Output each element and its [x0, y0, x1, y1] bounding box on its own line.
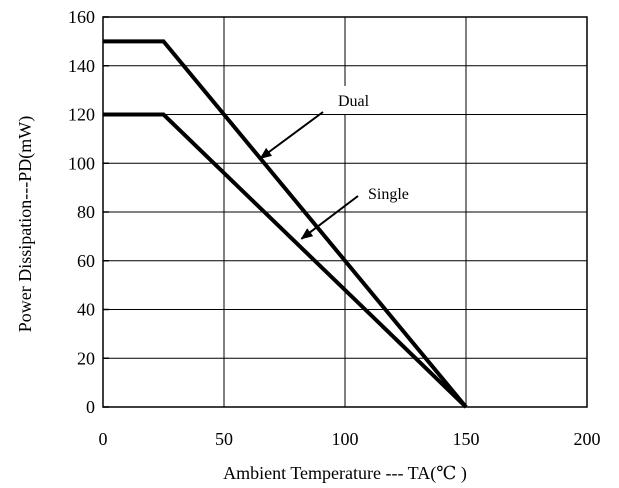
annotation-arrow — [300, 195, 359, 240]
y-tick-label: 0 — [86, 397, 95, 417]
series-lines — [103, 39, 468, 409]
x-tick-label: 200 — [574, 429, 601, 449]
series-line-single — [103, 112, 468, 409]
y-tick-label: 20 — [77, 348, 95, 368]
x-tick-label: 0 — [99, 429, 108, 449]
y-tick-label: 120 — [68, 105, 95, 125]
x-tick-label: 50 — [215, 429, 233, 449]
x-tick-label: 100 — [332, 429, 359, 449]
series-line-dual — [103, 39, 468, 409]
x-axis-label: Ambient Temperature --- TA(℃ ) — [223, 463, 467, 484]
annotation-label-dual: Dual — [338, 93, 370, 110]
y-axis-label: Power Dissipation---PD(mW) — [15, 116, 36, 332]
y-tick-label: 60 — [77, 251, 95, 271]
y-tick-label: 140 — [68, 56, 95, 76]
grid-lines — [103, 17, 587, 407]
annotation-background — [352, 178, 430, 206]
annotation-arrow — [259, 111, 324, 160]
y-axis-ticks: 0 20 40 60 80 100 120 140 160 — [68, 7, 109, 417]
y-tick-label: 100 — [68, 153, 95, 173]
y-tick-label: 160 — [68, 7, 95, 27]
annotations: Dual Single — [259, 86, 430, 240]
x-axis-ticks: 0 50 100 150 200 — [99, 429, 601, 449]
x-tick-label: 150 — [453, 429, 480, 449]
annotation-label-single: Single — [368, 186, 409, 203]
y-tick-label: 80 — [77, 202, 95, 222]
y-tick-label: 40 — [77, 300, 95, 320]
annotation-background — [320, 86, 412, 114]
